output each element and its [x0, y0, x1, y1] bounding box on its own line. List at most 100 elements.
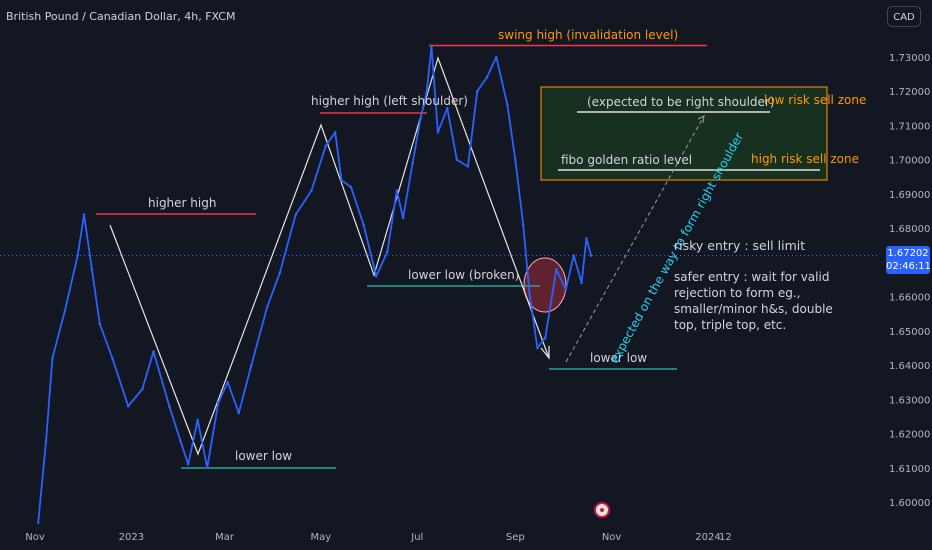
x-tick-label: Mar — [215, 532, 235, 543]
swing-high-label: swing high (invalidation level) — [498, 28, 679, 42]
symbol-title[interactable]: British Pound / Canadian Dollar, 4h, FXC… — [6, 10, 236, 23]
price-point — [514, 158, 517, 161]
safer-entry-note: safer entry : wait for valid rejection t… — [674, 270, 833, 332]
price-point — [205, 466, 209, 470]
y-tick-label: 1.70000 — [889, 156, 930, 167]
price-point — [386, 250, 389, 254]
price-point — [506, 103, 509, 107]
y-tick-label: 1.72000 — [889, 87, 930, 98]
y-tick-label: 1.69000 — [889, 190, 930, 201]
price-point — [395, 189, 399, 192]
price-point — [476, 89, 479, 93]
last-price-value: 1.67202 — [887, 248, 929, 259]
price-axis[interactable]: 1.73000 1.72000 1.71000 1.70000 1.69000 1.680… — [889, 53, 930, 509]
price-point — [196, 418, 199, 422]
lower-low-label-2: lower low — [590, 351, 648, 365]
price-point — [294, 213, 298, 216]
price-point — [111, 356, 114, 360]
price-point — [226, 380, 229, 384]
price-point — [186, 463, 190, 466]
price-point — [544, 336, 547, 340]
price-point — [425, 89, 429, 93]
right-shoulder-expected-label: (expected to be right shoulder) — [587, 95, 775, 109]
projection-arrowhead — [697, 115, 705, 124]
price-point — [466, 165, 470, 168]
price-point — [152, 350, 155, 353]
x-tick-label: Nov — [25, 532, 45, 543]
price-point — [564, 288, 568, 292]
projection-dashed-line — [565, 115, 705, 363]
lower-low-broken-label: lower low (broken) — [408, 268, 520, 282]
price-point — [495, 55, 498, 59]
price-point — [217, 401, 220, 405]
price-point — [419, 117, 422, 120]
y-tick-label: 1.71000 — [889, 122, 930, 133]
price-point — [528, 291, 531, 295]
x-tick-label: May — [311, 532, 332, 543]
price-point — [446, 107, 449, 110]
price-point — [411, 161, 414, 165]
price-point — [324, 144, 328, 148]
price-point — [580, 281, 583, 285]
price-point — [141, 387, 144, 391]
y-tick-label: 1.62000 — [889, 430, 930, 441]
price-point — [362, 223, 365, 226]
price-point — [98, 322, 102, 326]
sell-zone-box — [540, 86, 828, 181]
lower-low-label-1: lower low — [235, 449, 293, 463]
price-series-line — [37, 45, 592, 523]
price-point — [485, 76, 489, 79]
price-point — [585, 237, 588, 240]
price-point — [51, 356, 54, 360]
x-tick-label: 2023 — [119, 532, 144, 543]
x-tick-label: 2024 — [695, 532, 720, 543]
y-tick-label: 1.64000 — [889, 361, 930, 372]
x-tick-label: Nov — [602, 532, 622, 543]
zigzag-arrowhead — [540, 346, 550, 360]
currency-button[interactable]: CAD — [887, 6, 921, 27]
price-point — [572, 254, 575, 257]
price-point — [401, 216, 405, 220]
y-tick-label: 1.63000 — [889, 395, 930, 406]
price-point — [63, 309, 67, 312]
price-point — [126, 404, 130, 408]
price-point — [179, 439, 182, 442]
price-point — [374, 274, 378, 278]
price-point — [455, 158, 459, 161]
fibo-label: fibo golden ratio level — [561, 153, 693, 167]
price-point — [340, 178, 343, 182]
x-tick-label: Jul — [410, 532, 423, 543]
price-point — [44, 439, 48, 442]
price-point — [278, 271, 282, 275]
left-shoulder-label: higher high (left shoulder) — [311, 94, 468, 108]
x-tick-label: 12 — [719, 532, 732, 543]
price-point — [265, 305, 269, 309]
y-tick-label: 1.73000 — [889, 53, 930, 64]
price-point — [36, 521, 40, 524]
price-point — [589, 254, 593, 257]
price-point — [349, 185, 353, 189]
price-point — [536, 346, 539, 350]
high-risk-zone-label: high risk sell zone — [751, 152, 860, 166]
y-tick-label: 1.61000 — [889, 464, 930, 475]
price-point — [168, 404, 171, 408]
price-point — [76, 254, 79, 257]
price-point — [333, 131, 337, 134]
price-point — [90, 267, 94, 271]
price-point — [430, 45, 433, 48]
y-tick-label: 1.65000 — [889, 327, 930, 338]
economic-event-icon[interactable] — [594, 502, 610, 518]
last-price-badge: 1.67202 02:46:11 — [886, 246, 931, 274]
low-risk-zone-label: low risk sell zone — [764, 93, 867, 107]
price-point — [521, 223, 525, 226]
price-point — [436, 131, 440, 134]
zigzag-structure — [109, 56, 550, 456]
price-point — [555, 267, 558, 271]
price-point — [82, 213, 86, 216]
price-point — [237, 411, 241, 415]
bar-countdown: 02:46:11 — [886, 261, 931, 272]
risky-entry-label: risky entry : sell limit — [674, 238, 806, 253]
